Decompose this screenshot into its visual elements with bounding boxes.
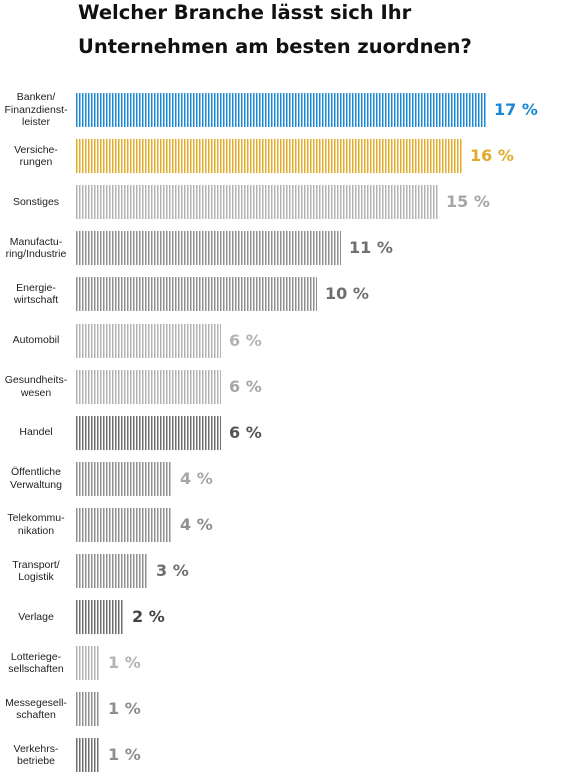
bar <box>76 507 172 542</box>
bar <box>76 185 438 220</box>
value-label: 6 % <box>229 422 262 442</box>
category-label: Messegesell- schaften <box>5 696 67 722</box>
value-label: 15 % <box>446 192 490 212</box>
category-label: Handel <box>19 426 53 439</box>
value-label: 1 % <box>108 699 141 719</box>
category-label: Automobil <box>12 334 60 347</box>
category-label: Verkehrs- betriebe <box>13 742 59 768</box>
value-label: 10 % <box>325 284 369 304</box>
category-label: Telekommu- nikation <box>7 512 65 537</box>
value-label: 6 % <box>229 330 262 350</box>
bar <box>76 646 100 681</box>
category-label: Banken/ Finanzdienst- leister <box>4 91 68 129</box>
category-label: Energie- wirtschaft <box>13 281 59 307</box>
category-label: Öffentliche Verwaltung <box>10 466 62 491</box>
bar <box>76 415 221 450</box>
chart-title: Welcher Branche lässt sich Ihr Unternehm… <box>78 1 472 58</box>
value-label: 6 % <box>229 376 262 396</box>
bar <box>76 277 317 312</box>
bar <box>76 139 462 174</box>
category-label: Lotteriege- sellschaften <box>8 650 64 676</box>
bar <box>76 738 100 773</box>
bar <box>76 692 100 727</box>
value-label: 1 % <box>108 653 141 673</box>
bar <box>76 461 172 496</box>
value-label: 2 % <box>132 607 165 627</box>
value-label: 16 % <box>470 146 514 166</box>
bar <box>76 323 221 358</box>
value-label: 4 % <box>180 468 213 488</box>
value-label: 3 % <box>156 561 189 580</box>
bar <box>76 93 486 127</box>
category-label: Manufactu- ring/Industrie <box>5 235 67 261</box>
category-label: Verlage <box>18 610 54 623</box>
value-label: 11 % <box>349 238 393 258</box>
bar <box>76 231 341 266</box>
bar <box>76 600 124 635</box>
category-label: Sonstiges <box>12 195 60 208</box>
bar <box>76 369 221 404</box>
category-label: Gesundheits- wesen <box>4 374 68 399</box>
value-label: 4 % <box>180 514 213 534</box>
bar <box>76 554 148 588</box>
value-label: 17 % <box>494 100 538 119</box>
category-label: Transport/ Logistik <box>12 558 60 584</box>
category-label: Versiche- rungen <box>14 143 58 169</box>
value-label: 1 % <box>108 745 141 765</box>
